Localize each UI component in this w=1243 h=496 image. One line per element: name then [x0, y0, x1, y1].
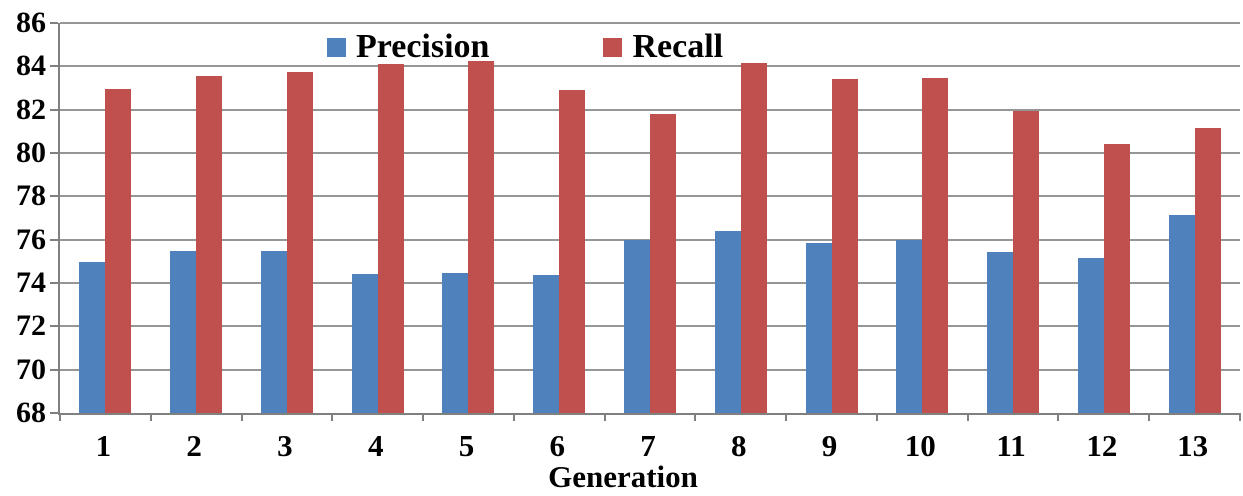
x-axis-tick-6: [603, 413, 606, 421]
legend: Precision Recall: [327, 30, 723, 64]
bar-recall-gen-12: [1103, 144, 1130, 413]
y-axis-tick-70: [50, 368, 58, 371]
bar-precision-gen-12: [1077, 258, 1104, 413]
bar-precision-gen-3: [260, 250, 287, 413]
y-axis-label-82: 82: [16, 92, 46, 126]
x-axis-label-10: 10: [904, 428, 936, 463]
y-axis-tick-68: [50, 412, 58, 414]
y-axis-tick-86: [50, 22, 58, 24]
x-axis-label-5: 5: [458, 428, 475, 463]
x-axis-tick-7: [694, 413, 697, 421]
y-axis-tick-84: [50, 65, 58, 68]
x-axis-tick-0: [59, 413, 61, 421]
bar-precision-gen-4: [351, 274, 378, 413]
y-axis-label-70: 70: [16, 352, 46, 386]
bar-recall-gen-3: [286, 71, 313, 413]
x-axis-label-2: 2: [186, 428, 202, 463]
x-axis-tick-10: [966, 413, 969, 421]
bar-recall-gen-2: [196, 76, 223, 413]
x-axis-label-4: 4: [367, 428, 384, 463]
bar-recall-gen-9: [831, 79, 858, 413]
x-axis-tick-3: [331, 413, 334, 421]
y-axis-label-78: 78: [16, 179, 46, 213]
x-axis-label-8: 8: [731, 428, 747, 463]
y-axis-label-76: 76: [16, 222, 46, 256]
precision-swatch-icon: [327, 37, 346, 57]
x-axis-label-13: 13: [1177, 428, 1209, 463]
bar-recall-gen-6: [559, 90, 586, 413]
x-axis-tick-11: [1057, 413, 1060, 421]
x-axis-tick-2: [240, 413, 243, 421]
bar-precision-gen-5: [442, 273, 469, 413]
legend-item-recall: Recall: [603, 30, 723, 64]
gridline-y-82: [60, 108, 1240, 111]
y-axis-tick-82: [50, 108, 58, 111]
bar-recall-gen-4: [377, 64, 404, 413]
x-axis-label-11: 11: [996, 428, 1026, 463]
bar-precision-gen-10: [896, 239, 923, 413]
bar-recall-gen-5: [468, 60, 495, 413]
x-axis-label-1: 1: [95, 428, 112, 463]
bar-precision-gen-9: [805, 242, 832, 413]
gridline-y-86: [60, 22, 1240, 24]
recall-swatch-icon: [603, 37, 623, 57]
x-axis-tick-5: [512, 413, 515, 421]
y-axis-label-74: 74: [16, 266, 46, 299]
x-axis-tick-1: [149, 413, 152, 421]
x-axis-label-6: 6: [549, 428, 565, 463]
legend-item-precision: Precision: [327, 30, 489, 64]
bar-recall-gen-11: [1013, 110, 1040, 413]
legend-label-precision: Precision: [356, 28, 490, 65]
y-axis-label-68: 68: [16, 396, 46, 429]
x-axis-label-3: 3: [277, 428, 293, 463]
bar-precision-gen-7: [624, 239, 650, 413]
x-axis-label-7: 7: [640, 428, 656, 463]
x-axis-tick-12: [1148, 413, 1151, 421]
bar-recall-gen-10: [922, 78, 949, 413]
x-axis-tick-8: [785, 413, 788, 421]
plot-area: [50, 22, 1241, 421]
bar-precision-gen-2: [170, 250, 197, 413]
bar-precision-gen-11: [987, 251, 1014, 413]
y-axis-label-72: 72: [16, 309, 46, 343]
gridline-y-84: [60, 65, 1240, 68]
y-axis-label-80: 80: [16, 136, 46, 169]
bar-precision-gen-8: [714, 231, 741, 413]
legend-label-recall: Recall: [632, 28, 724, 65]
bar-precision-gen-6: [533, 275, 560, 413]
bar-recall-gen-13: [1194, 128, 1221, 413]
bar-recall-gen-8: [740, 63, 767, 413]
x-axis-label-12: 12: [1086, 428, 1118, 463]
x-axis-title: Generation: [548, 459, 698, 494]
y-axis-tick-80: [50, 152, 58, 154]
x-axis-tick-9: [875, 413, 878, 421]
x-axis-tick-13: [1239, 413, 1241, 421]
y-axis-label-84: 84: [16, 49, 46, 83]
y-axis-tick-78: [50, 195, 58, 198]
bar-recall-gen-1: [105, 89, 132, 413]
y-axis-tick-74: [50, 282, 58, 284]
y-axis-label-86: 86: [16, 6, 46, 39]
bar-precision-gen-1: [79, 262, 106, 413]
y-axis-tick-72: [50, 325, 58, 328]
x-axis-tick-4: [422, 413, 425, 421]
x-axis-label-9: 9: [821, 428, 838, 463]
bar-precision-gen-13: [1168, 214, 1195, 413]
bar-recall-gen-7: [650, 114, 676, 413]
y-axis-tick-76: [50, 238, 58, 241]
